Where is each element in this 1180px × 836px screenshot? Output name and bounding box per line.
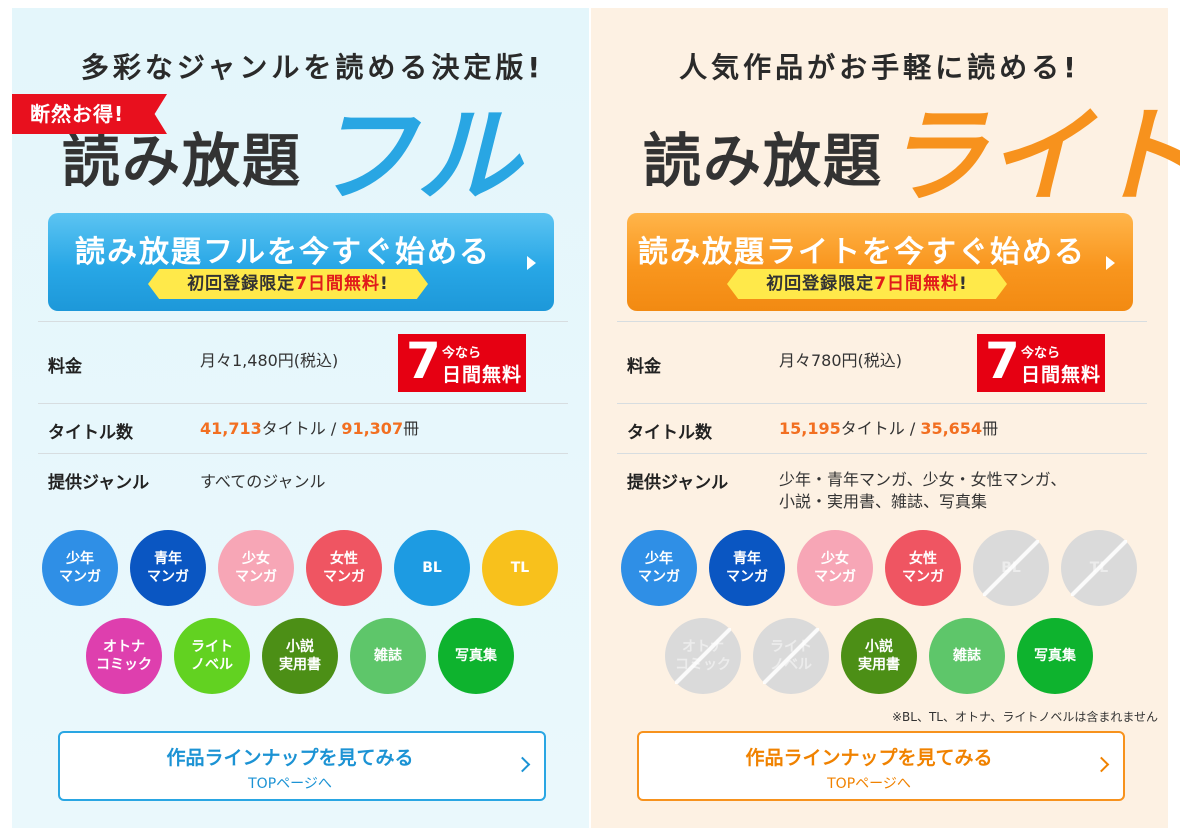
lineup-sub: TOPページへ (248, 776, 332, 792)
price-row: 料金 月々1,480円(税込) 7 今なら 日間無料 (38, 322, 568, 404)
start-full-button[interactable]: 読み放題フルを今すぐ始める 初回登録限定7日間無料! (48, 213, 554, 311)
plan-full-panel: 多彩なジャンルを読める決定版! 読み放題 フル 断然お得! 読み放題フルを今すぐ… (12, 8, 589, 828)
genre-badge: TL (482, 530, 558, 606)
full-info-table: 料金 月々1,480円(税込) 7 今なら 日間無料 タイトル数 41,713タ… (38, 321, 568, 494)
genre-badge: 小説 実用書 (262, 618, 338, 694)
badge-text: 日間無料 (1021, 364, 1102, 386)
titles-unit: タイトル / (261, 419, 342, 438)
start-lite-button[interactable]: 読み放題ライトを今すぐ始める 初回登録限定7日間無料! (627, 213, 1133, 311)
genre-badge: 少年 マンガ (621, 530, 697, 606)
lite-title-accent: ライト (883, 95, 1180, 217)
badge-now: 今なら (442, 346, 482, 361)
trial-days: 7日間無料 (874, 274, 960, 294)
titles-count: 15,195 (779, 419, 841, 438)
price-row: 料金 月々780円(税込) 7 今なら 日間無料 (617, 322, 1147, 404)
titles-value: 41,713タイトル / 91,307冊 (200, 418, 419, 440)
genre-label: 提供ジャンル (48, 473, 150, 493)
trial-days: 7日間無料 (295, 274, 381, 294)
badge-number: 7 (985, 332, 1020, 390)
genre-badge: ライト ノベル (174, 618, 250, 694)
full-title-accent: フル (312, 95, 521, 217)
lite-title: 読み放題 ライト (591, 88, 1180, 208)
lite-lineup-button[interactable]: 作品ラインナップを見てみる TOPページへ (637, 731, 1125, 801)
price-label: 料金 (627, 357, 661, 377)
trial-prefix: 初回登録限定 (187, 274, 296, 294)
full-title-main: 読み放題 (62, 127, 303, 195)
titles-row: タイトル数 41,713タイトル / 91,307冊 (38, 404, 568, 454)
lineup-sub: TOPページへ (827, 776, 911, 792)
genre-badge: 写真集 (1017, 618, 1093, 694)
genre-badge: オトナ コミック (86, 618, 162, 694)
books-unit: 冊 (982, 419, 999, 438)
trial-suffix: ! (959, 274, 968, 294)
lineup-title: 作品ラインナップを見てみる (166, 747, 414, 769)
genre-badge: BL (394, 530, 470, 606)
titles-label: タイトル数 (48, 423, 133, 443)
price-value: 月々780円(税込) (779, 351, 903, 370)
genre-badge: 少女 マンガ (218, 530, 294, 606)
trial-suffix: ! (380, 274, 389, 294)
full-ribbon: 断然お得! (12, 94, 167, 134)
titles-row: タイトル数 15,195タイトル / 35,654冊 (617, 404, 1147, 454)
lite-tagline: 人気作品がお手軽に読める! (679, 51, 1080, 84)
genre-badge: TL (1061, 530, 1137, 606)
lite-info-table: 料金 月々780円(税込) 7 今なら 日間無料 タイトル数 15,195タイト… (617, 321, 1147, 514)
titles-value: 15,195タイトル / 35,654冊 (779, 418, 998, 440)
full-title: 読み放題 フル (12, 88, 589, 208)
full-tagline: 多彩なジャンルを読める決定版! (80, 51, 545, 84)
plan-lite-panel: 人気作品がお手軽に読める! 読み放題 ライト 読み放題ライトを今すぐ始める 初回… (591, 8, 1180, 828)
genre-badge: 女性 マンガ (306, 530, 382, 606)
lineup-title: 作品ラインナップを見てみる (745, 747, 993, 769)
books-count: 91,307 (341, 419, 404, 438)
genre-badge: 雑誌 (350, 618, 426, 694)
badge-text: 日間無料 (442, 364, 523, 386)
titles-label: タイトル数 (627, 423, 712, 443)
trial-banner: 初回登録限定7日間無料! (148, 269, 428, 299)
lite-title-main: 読み放題 (643, 127, 884, 195)
genre-badge: 少年 マンガ (42, 530, 118, 606)
start-lite-label: 読み放題ライトを今すぐ始める (638, 235, 1086, 270)
free-trial-badge: 7 今なら 日間無料 (398, 332, 526, 392)
genre-badge: ライト ノベル (753, 618, 829, 694)
genre-row: 提供ジャンル 少年・青年マンガ、少女・女性マンガ、 小説・実用書、雑誌、写真集 (617, 454, 1147, 514)
genre-value-line1: 少年・青年マンガ、少女・女性マンガ、 (779, 470, 1067, 489)
genre-badge: 少女 マンガ (797, 530, 873, 606)
genre-badge: 写真集 (438, 618, 514, 694)
genre-value-line2: 小説・実用書、雑誌、写真集 (779, 492, 988, 511)
genre-value: すべてのジャンル (200, 472, 326, 491)
genre-badge: 小説 実用書 (841, 618, 917, 694)
books-unit: 冊 (403, 419, 420, 438)
start-full-label: 読み放題フルを今すぐ始める (75, 235, 491, 270)
titles-unit: タイトル / (840, 419, 921, 438)
genre-badge: オトナ コミック (665, 618, 741, 694)
genre-label: 提供ジャンル (627, 473, 729, 493)
full-lineup-button[interactable]: 作品ラインナップを見てみる TOPページへ (58, 731, 546, 801)
exclusion-note: ※BL、TL、オトナ、ライトノベルは含まれません (891, 710, 1158, 724)
genre-badge: 雑誌 (929, 618, 1005, 694)
price-label: 料金 (48, 357, 82, 377)
badge-now: 今なら (1021, 346, 1061, 361)
titles-count: 41,713 (200, 419, 262, 438)
genre-row: 提供ジャンル すべてのジャンル (38, 454, 568, 494)
books-count: 35,654 (920, 419, 983, 438)
free-trial-badge: 7 今なら 日間無料 (977, 332, 1105, 392)
trial-prefix: 初回登録限定 (766, 274, 875, 294)
genre-badge: 青年 マンガ (130, 530, 206, 606)
genre-badge: BL (973, 530, 1049, 606)
price-value: 月々1,480円(税込) (200, 351, 339, 370)
arrow-right-icon (527, 256, 536, 270)
trial-banner: 初回登録限定7日間無料! (727, 269, 1007, 299)
genre-badge: 女性 マンガ (885, 530, 961, 606)
arrow-right-icon (1106, 256, 1115, 270)
badge-number: 7 (406, 332, 441, 390)
genre-badge: 青年 マンガ (709, 530, 785, 606)
